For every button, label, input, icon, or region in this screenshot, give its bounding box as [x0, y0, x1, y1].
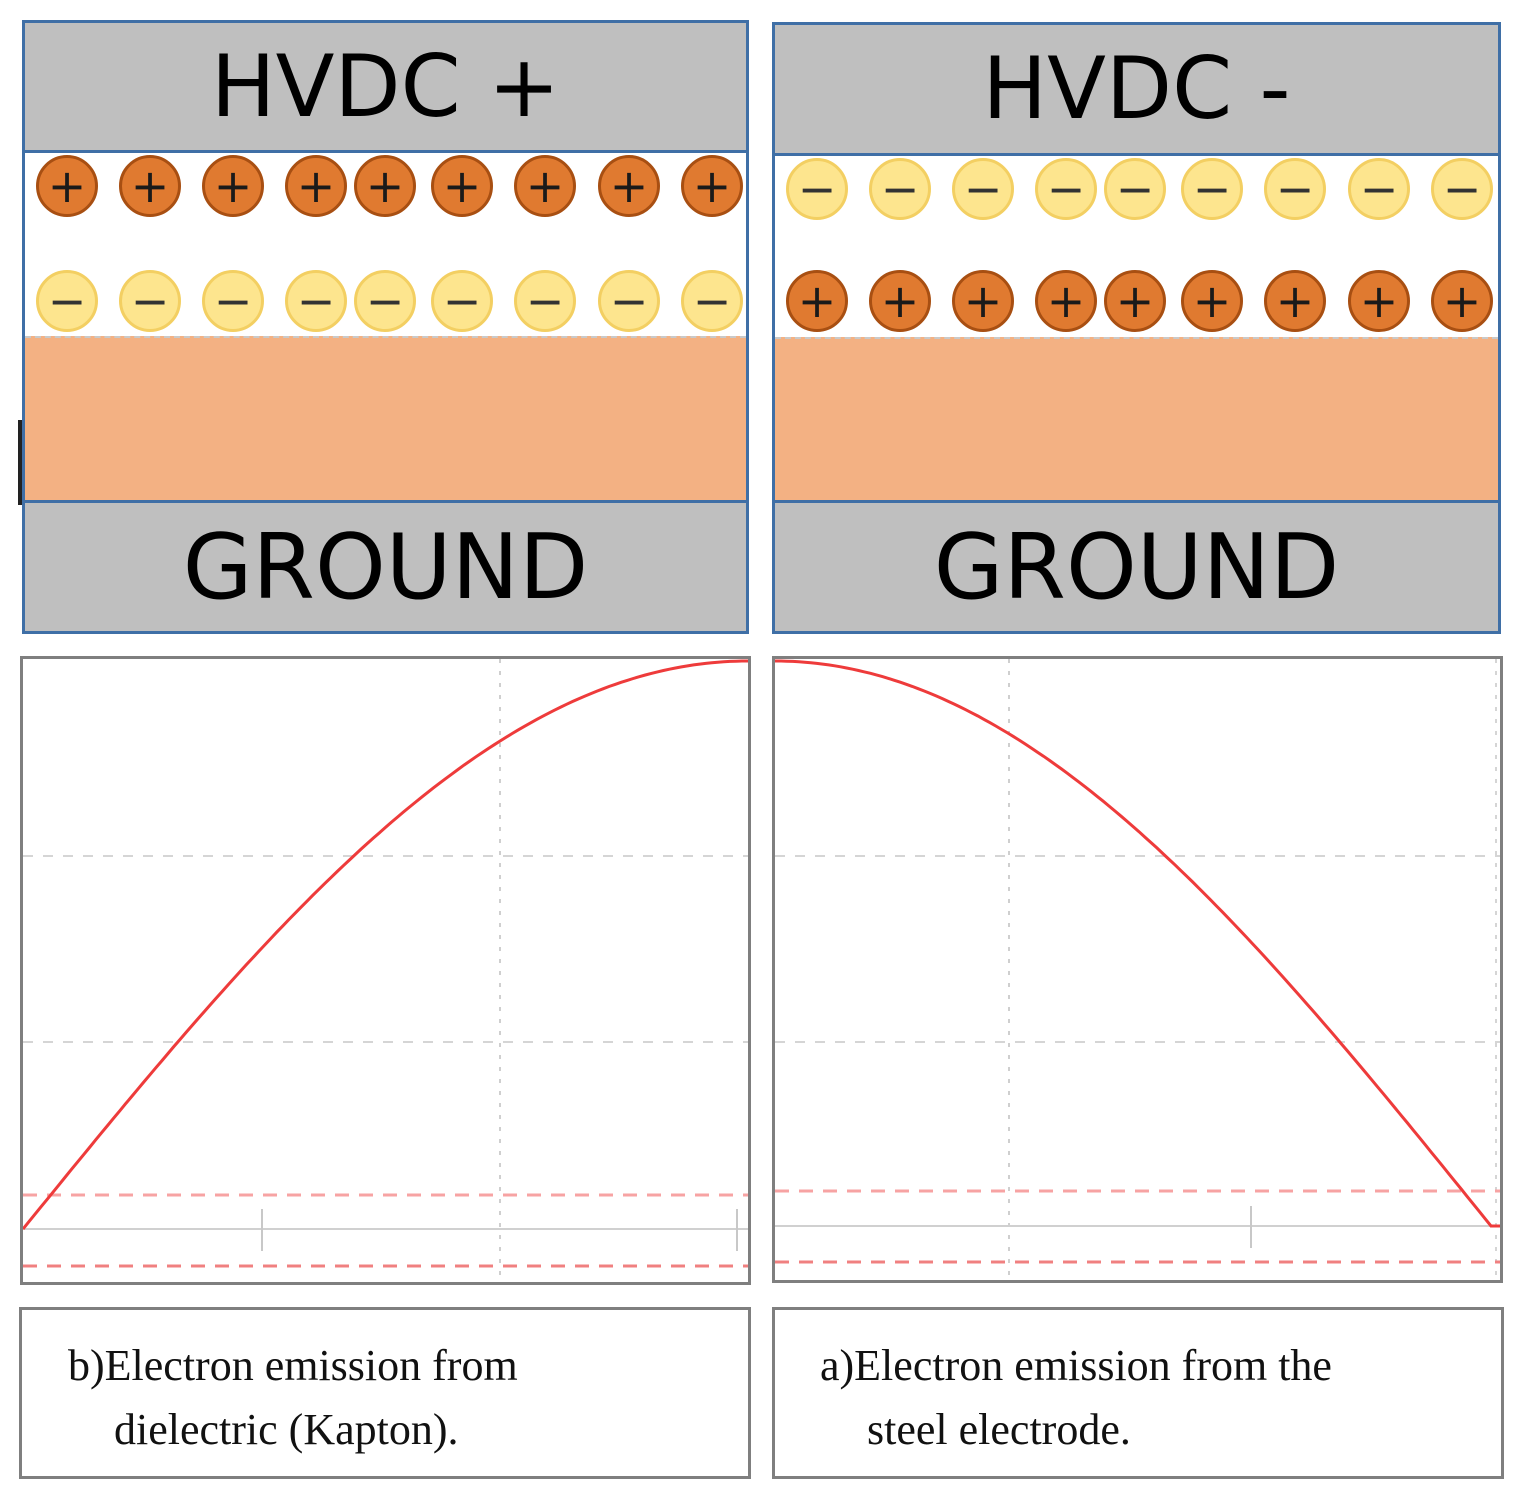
- positive-charge-icon: +: [431, 155, 493, 217]
- positive-charge-icon: +: [1104, 270, 1166, 332]
- right-charge-diagram: HVDC - − − − − − − − − − + + + + + + + + + GROUND: [772, 22, 1501, 634]
- negative-charge-icon: −: [36, 270, 98, 332]
- left-charge-diagram: HVDC + + + + + + + + + + − − − − − − − − − GROUND: [22, 20, 749, 634]
- hvdc-positive-label: HVDC +: [210, 36, 561, 137]
- caption-a-line-1: a)Electron emission from the: [820, 1341, 1332, 1390]
- right-field-plot: [772, 656, 1503, 1283]
- positive-charge-icon: +: [285, 155, 347, 217]
- field-trace: [23, 659, 748, 1230]
- negative-charge-icon: −: [1104, 158, 1166, 220]
- left-field-plot: [20, 656, 751, 1285]
- left-ground-label: GROUND: [182, 514, 589, 620]
- positive-charge-icon: +: [681, 155, 743, 217]
- negative-charge-icon: −: [1181, 158, 1243, 220]
- caption-b-line-2: dielectric (Kapton).: [114, 1405, 459, 1454]
- caption-b-box: b)Electron emission from dielectric (Kap…: [19, 1307, 751, 1479]
- field-trace: [775, 659, 1500, 1228]
- positive-charge-icon: +: [1348, 270, 1410, 332]
- left-edge-mark: [18, 420, 22, 505]
- positive-charge-icon: +: [1431, 270, 1493, 332]
- hvdc-negative-label: HVDC -: [982, 39, 1291, 139]
- caption-a-line-2: steel electrode.: [867, 1405, 1131, 1454]
- negative-charge-icon: −: [952, 158, 1014, 220]
- left-plot-svg: [23, 659, 748, 1282]
- negative-charge-icon: −: [786, 158, 848, 220]
- caption-b-line-1: b)Electron emission from: [68, 1341, 518, 1390]
- positive-charge-icon: +: [1035, 270, 1097, 332]
- right-ground-electrode: GROUND: [775, 500, 1498, 631]
- positive-charge-icon: +: [869, 270, 931, 332]
- negative-charge-icon: −: [1264, 158, 1326, 220]
- positive-charge-icon: +: [119, 155, 181, 217]
- negative-charge-icon: −: [681, 270, 743, 332]
- negative-charge-icon: −: [1035, 158, 1097, 220]
- right-dielectric-layer: [775, 337, 1498, 506]
- hvdc-positive-electrode: HVDC +: [25, 23, 746, 153]
- caption-a-box: a)Electron emission from the steel elect…: [772, 1307, 1504, 1479]
- negative-charge-icon: −: [514, 270, 576, 332]
- positive-charge-icon: +: [202, 155, 264, 217]
- positive-charge-icon: +: [1264, 270, 1326, 332]
- negative-charge-icon: −: [598, 270, 660, 332]
- left-ground-electrode: GROUND: [25, 500, 746, 631]
- negative-charge-icon: −: [1348, 158, 1410, 220]
- negative-charge-icon: −: [202, 270, 264, 332]
- positive-charge-icon: +: [786, 270, 848, 332]
- hvdc-negative-electrode: HVDC -: [775, 25, 1498, 156]
- positive-charge-icon: +: [598, 155, 660, 217]
- negative-charge-icon: −: [119, 270, 181, 332]
- negative-charge-icon: −: [1431, 158, 1493, 220]
- negative-charge-icon: −: [285, 270, 347, 332]
- right-plot-svg: [775, 659, 1500, 1280]
- left-dielectric-layer: [25, 336, 746, 506]
- negative-charge-icon: −: [431, 270, 493, 332]
- positive-charge-icon: +: [514, 155, 576, 217]
- positive-charge-icon: +: [354, 155, 416, 217]
- positive-charge-icon: +: [36, 155, 98, 217]
- positive-charge-icon: +: [1181, 270, 1243, 332]
- negative-charge-icon: −: [869, 158, 931, 220]
- positive-charge-icon: +: [952, 270, 1014, 332]
- negative-charge-icon: −: [354, 270, 416, 332]
- right-ground-label: GROUND: [933, 514, 1340, 620]
